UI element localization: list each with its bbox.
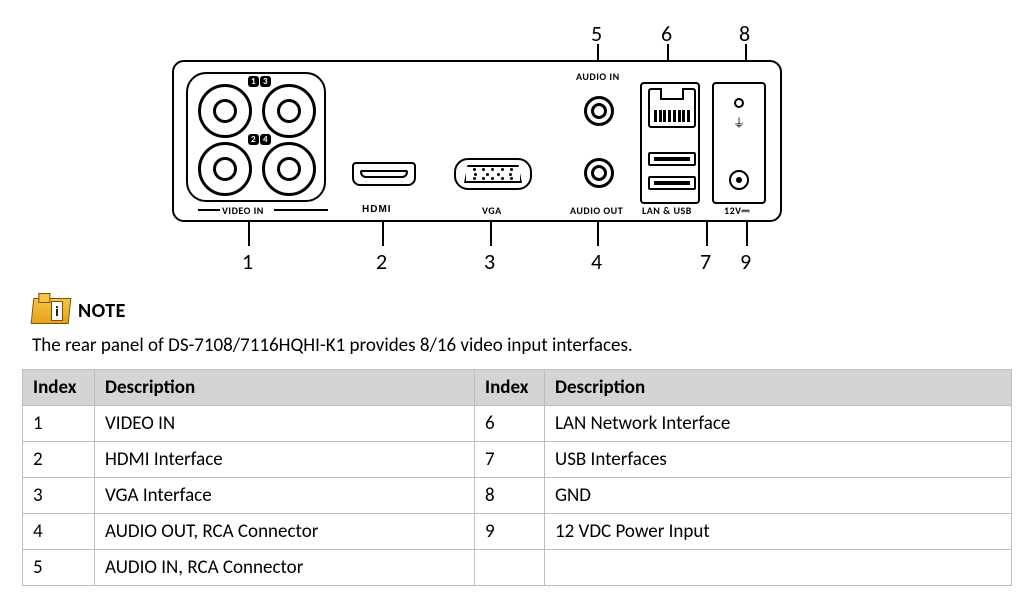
table-cell: VGA Interface <box>95 478 475 514</box>
gnd-symbol: ⏚ <box>733 114 745 131</box>
label-audio-out: AUDIO OUT <box>570 204 623 217</box>
table-row: 5AUDIO IN, RCA Connector <box>23 550 1012 586</box>
table-cell: 5 <box>23 550 95 586</box>
table-cell: AUDIO IN, RCA Connector <box>95 550 475 586</box>
note-label: NOTE <box>78 299 126 323</box>
th-index-2: Index <box>475 370 545 406</box>
bnc-1 <box>198 84 252 138</box>
callout-line <box>597 222 599 246</box>
bnc-4 <box>262 142 316 196</box>
table-cell: USB Interfaces <box>545 442 1012 478</box>
rj45-port <box>648 88 696 128</box>
label-lan-usb: LAN & USB <box>642 204 692 217</box>
label-vga: VGA <box>482 204 502 217</box>
table-cell: 3 <box>23 478 95 514</box>
table-row: 4AUDIO OUT, RCA Connector912 VDC Power I… <box>23 514 1012 550</box>
usb-port-2 <box>648 176 696 190</box>
dc-jack <box>729 170 749 190</box>
table-cell: 9 <box>475 514 545 550</box>
table-cell <box>475 550 545 586</box>
callout-7: 7 <box>700 248 711 275</box>
audio-out-rca <box>584 158 614 188</box>
label-line <box>274 209 328 211</box>
vga-port <box>454 158 532 190</box>
table-cell: 1 <box>23 406 95 442</box>
callout-2: 2 <box>376 248 387 275</box>
callout-line <box>706 222 708 246</box>
table-cell: 6 <box>475 406 545 442</box>
label-line <box>198 209 220 211</box>
table-cell: 7 <box>475 442 545 478</box>
bnc-num-1: 1 <box>248 76 259 87</box>
power-gnd-box: ⏚ <box>712 82 766 204</box>
gnd-screw <box>734 98 744 108</box>
bnc-num-2: 2 <box>248 134 259 145</box>
callout-1: 1 <box>242 248 253 275</box>
note-text: The rear panel of DS-7108/7116HQHI-K1 pr… <box>32 334 1006 357</box>
table-cell <box>545 550 1012 586</box>
rear-panel-diagram: 5 6 8 1 3 2 4 VIDEO IN HDMI <box>172 20 852 290</box>
usb-port-1 <box>648 152 696 166</box>
label-hdmi: HDMI <box>362 204 392 215</box>
lan-usb-box <box>640 82 700 204</box>
callout-5: 5 <box>591 20 602 47</box>
table-cell: 2 <box>23 442 95 478</box>
callout-9: 9 <box>740 248 751 275</box>
index-table: Index Description Index Description 1VID… <box>22 369 1012 586</box>
table-cell: GND <box>545 478 1012 514</box>
table-row: 1VIDEO IN6LAN Network Interface <box>23 406 1012 442</box>
th-index-1: Index <box>23 370 95 406</box>
hdmi-port <box>352 162 416 186</box>
table-row: 3VGA Interface8GND <box>23 478 1012 514</box>
th-desc-2: Description <box>545 370 1012 406</box>
table-cell: 8 <box>475 478 545 514</box>
table-cell: HDMI Interface <box>95 442 475 478</box>
table-cell: LAN Network Interface <box>545 406 1012 442</box>
note-block: i NOTE <box>32 298 1006 324</box>
label-audio-in: AUDIO IN <box>576 70 620 83</box>
callout-6: 6 <box>661 20 672 47</box>
bnc-3 <box>262 84 316 138</box>
callout-line <box>746 222 748 246</box>
callout-line <box>248 222 250 246</box>
bnc-num-4: 4 <box>260 134 271 145</box>
bnc-num-3: 3 <box>260 76 271 87</box>
rear-panel-outline: 1 3 2 4 VIDEO IN HDMI VGA AUDIO IN AUDIO… <box>172 60 782 222</box>
table-cell: AUDIO OUT, RCA Connector <box>95 514 475 550</box>
table-cell: 4 <box>23 514 95 550</box>
note-icon: i <box>31 298 72 324</box>
audio-in-rca <box>584 96 614 126</box>
callout-line <box>490 222 492 246</box>
callout-3: 3 <box>484 248 495 275</box>
th-desc-1: Description <box>95 370 475 406</box>
label-12v: 12V⎓ <box>724 204 750 217</box>
table-header-row: Index Description Index Description <box>23 370 1012 406</box>
callout-4: 4 <box>591 248 602 275</box>
table-cell: 12 VDC Power Input <box>545 514 1012 550</box>
table-cell: VIDEO IN <box>95 406 475 442</box>
label-video-in: VIDEO IN <box>222 204 264 217</box>
table-row: 2HDMI Interface7USB Interfaces <box>23 442 1012 478</box>
video-in-bnc-group: 1 3 2 4 <box>186 72 326 202</box>
callout-8: 8 <box>739 20 750 47</box>
callout-line <box>382 222 384 246</box>
bnc-2 <box>198 142 252 196</box>
